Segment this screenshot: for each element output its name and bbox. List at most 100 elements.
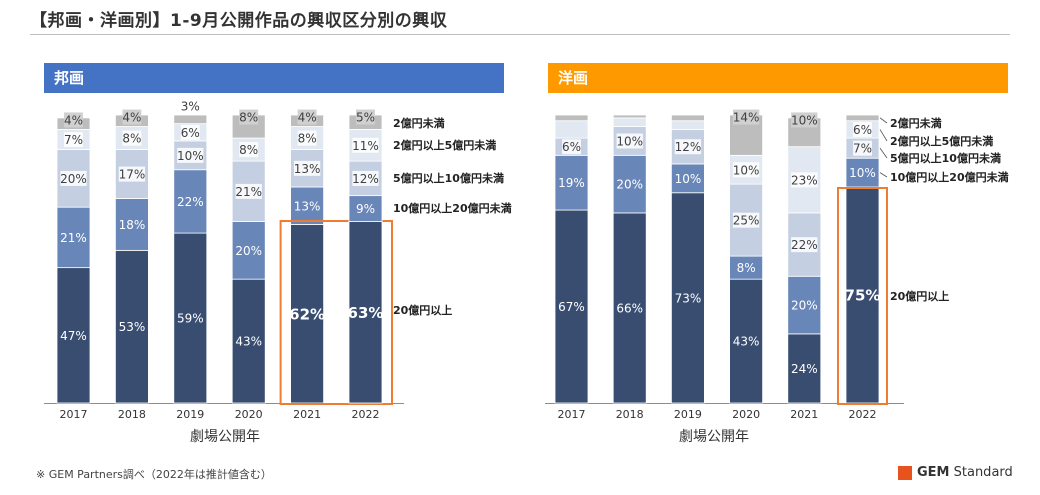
data-label-bg-2to5-2022 [853, 121, 872, 137]
data-label-5to10-2020: 21% [235, 185, 262, 199]
data-label-bg-5to10-2018 [118, 166, 146, 182]
legend-2to5: 2億円以上5億円未満 [393, 138, 496, 152]
legend-10to20: 10億円以上20億円未満 [393, 201, 512, 215]
data-label-bg-10to20-2019 [177, 193, 204, 209]
bar-segment-2to5-2019 [671, 120, 705, 130]
data-label-5to10-2017: 20% [60, 172, 87, 186]
data-label-10to20-2018: 20% [616, 178, 643, 192]
x-tick-label-2022: 2022 [352, 408, 380, 421]
x-tick-label-2019: 2019 [176, 408, 204, 421]
data-label-10to20-2021: 13% [294, 199, 321, 213]
data-label-2to5-2019: 6% [181, 126, 200, 140]
legend-5to10: 5億円以上10億円未満 [890, 151, 1001, 165]
data-label-5to10-2018: 10% [616, 134, 643, 148]
data-label-bg-5to10-2021 [293, 160, 321, 176]
bar-segment-under2-2018 [612, 114, 647, 119]
data-label-10to20-2022: 9% [356, 202, 375, 216]
logo-text-rest: Standard [949, 465, 1013, 480]
data-label-bg-20plus-2021 [791, 361, 818, 376]
data-label-2to5-2022: 6% [853, 123, 872, 137]
data-label-bg-5to10-2020 [235, 183, 262, 199]
x-axis-title: 劇場公開年 [190, 429, 260, 445]
data-label-2to5-2022: 11% [352, 139, 379, 153]
x-tick-label-2022: 2022 [849, 408, 877, 421]
data-label-bg-under2-2021 [791, 112, 818, 128]
bar-segment-under2-2017 [554, 114, 589, 122]
data-label-bg-10to20-2020 [235, 242, 262, 258]
x-tick-label-2018: 2018 [616, 408, 644, 421]
data-label-5to10-2022: 12% [352, 172, 379, 186]
data-label-10to20-2022: 10% [849, 166, 876, 180]
data-label-bg-20plus-2019 [177, 310, 204, 326]
data-label-20plus-2020: 43% [235, 335, 262, 349]
data-label-bg-2to5-2019 [180, 124, 200, 140]
legend-20plus: 20億円以上 [393, 303, 452, 317]
data-label-5to10-2019: 12% [675, 140, 702, 154]
data-label-20plus-2019: 73% [675, 291, 702, 305]
data-label-bg-10to20-2021 [293, 198, 321, 214]
data-label-10to20-2017: 19% [558, 176, 585, 190]
data-label-bg-10to20-2020 [736, 260, 756, 276]
data-label-bg-5to10-2022 [853, 140, 872, 156]
data-label-2to5-2020: 8% [239, 143, 258, 157]
data-label-bg-10to20-2018 [616, 176, 643, 192]
data-label-2to5-2017: 7% [64, 133, 83, 147]
data-label-bg-under2-2020 [732, 109, 760, 125]
legend-under2: 2億円未満 [890, 116, 942, 130]
bar-segment-2to5-2017 [554, 120, 589, 139]
data-label-bg-under2-2020 [239, 109, 259, 125]
data-label-bg-5to10-2022 [352, 170, 379, 186]
data-label-bg-20plus-2020 [732, 333, 760, 349]
data-label-bg-20plus-2017 [60, 327, 87, 343]
legend-10to20: 10億円以上20億円未満 [890, 170, 1009, 184]
x-tick-label-2021: 2021 [790, 408, 818, 421]
data-label-20plus-2020: 43% [733, 335, 760, 349]
data-label-10to20-2018: 18% [119, 218, 146, 232]
data-label-bg-2to5-2020 [239, 142, 259, 158]
legend-5to10: 5億円以上10億円未満 [393, 171, 504, 185]
data-label-under2-2020: 8% [239, 111, 258, 125]
data-label-5to10-2018: 17% [119, 168, 146, 182]
data-label-under2-2022: 5% [356, 111, 375, 125]
data-label-2to5-2018: 8% [122, 132, 141, 146]
data-label-5to10-2019: 10% [177, 149, 204, 163]
data-label-bg-5to10-2019 [674, 139, 702, 155]
logo-text-bold: GEM [917, 465, 950, 480]
data-label-20plus-2017: 47% [60, 329, 87, 343]
bar-segment-under2-2022 [845, 114, 880, 122]
x-tick-label-2017: 2017 [558, 408, 586, 421]
data-label-10to20-2021: 20% [791, 299, 818, 313]
data-label-bg-2to5-2020 [732, 162, 760, 178]
bar-segment-under2-2019 [173, 114, 208, 125]
data-label-bg-20plus-2018 [118, 319, 146, 335]
bar-segment-under2-2019 [671, 114, 705, 122]
x-tick-label-2019: 2019 [674, 408, 702, 421]
data-label-bg-5to10-2021 [791, 237, 818, 253]
data-label-20plus-2022: 63% [348, 304, 384, 322]
data-label-bg-5to10-2017 [60, 170, 87, 186]
x-tick-label-2021: 2021 [293, 408, 321, 421]
data-label-20plus-2021: 62% [289, 305, 325, 323]
data-label-20plus-2018: 66% [616, 302, 643, 316]
data-label-10to20-2017: 21% [60, 231, 87, 245]
legend-2to5: 2億円以上5億円未満 [890, 134, 993, 148]
data-label-5to10-2017: 6% [562, 140, 581, 154]
data-label-under2-2017: 4% [64, 113, 83, 127]
data-label-bg-10to20-2018 [118, 217, 146, 232]
x-axis-title: 劇場公開年 [679, 429, 749, 445]
data-label-bg-2to5-2021 [791, 172, 818, 188]
title-divider [30, 34, 1010, 35]
data-label-20plus-2017: 67% [558, 300, 585, 314]
data-label-under2-2018: 4% [122, 111, 141, 125]
data-label-bg-5to10-2017 [562, 139, 581, 155]
banner-domestic: 邦画 [44, 63, 504, 93]
gem-standard-logo: GEM Standard [898, 465, 1013, 480]
x-tick-label-2020: 2020 [732, 408, 760, 421]
data-label-10to20-2019: 22% [177, 195, 204, 209]
data-label-20plus-2019: 59% [177, 312, 204, 326]
data-label-2to5-2020: 10% [733, 163, 760, 177]
data-label-under2-2020: 14% [733, 111, 760, 125]
data-label-20plus-2021: 24% [791, 362, 818, 376]
legend-leader-5to10 [879, 147, 888, 159]
